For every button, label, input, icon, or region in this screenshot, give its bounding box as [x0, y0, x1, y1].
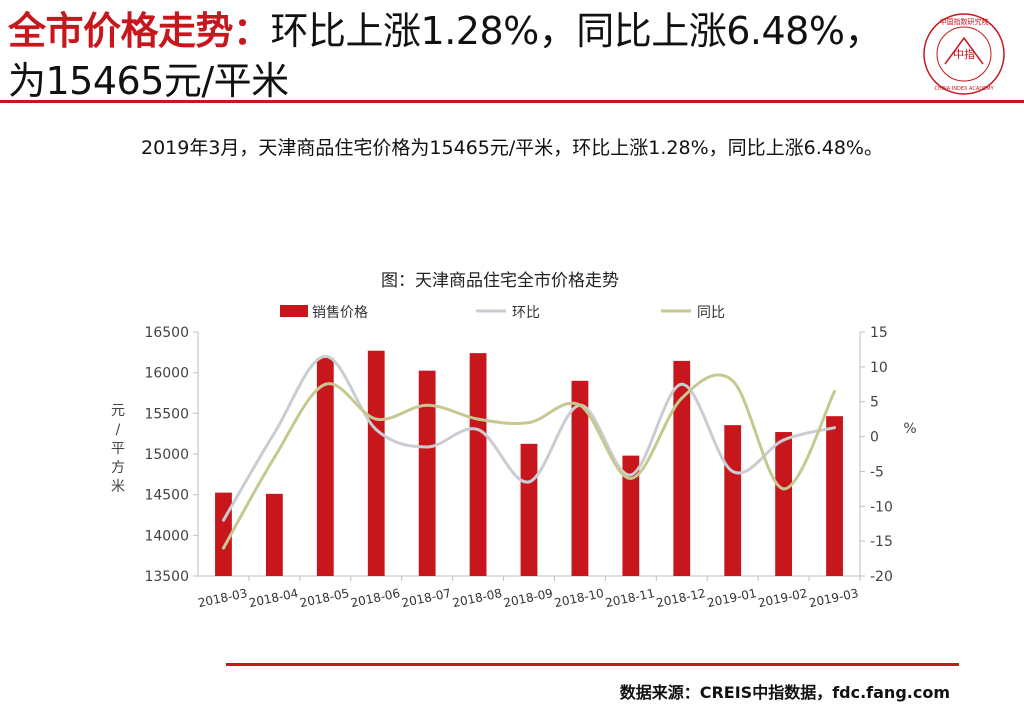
x-tick-label: 2018-05: [298, 586, 350, 610]
title-divider: [0, 100, 1024, 103]
right-tick-label: -20: [870, 569, 893, 585]
mom-point: [527, 480, 531, 484]
price-bar: [418, 370, 436, 576]
footer-divider: [226, 663, 959, 666]
yoy-point: [425, 403, 429, 407]
price-bar: [265, 493, 283, 576]
legend-label: 销售价格: [312, 305, 368, 321]
mom-point: [680, 382, 684, 386]
right-tick-label: -5: [870, 464, 884, 480]
x-tick-label: 2018-08: [451, 586, 503, 610]
x-tick-label: 2018-10: [553, 586, 605, 610]
x-tick-label: 2019-03: [808, 586, 860, 610]
x-tick-label: 2018-07: [400, 586, 452, 610]
x-tick-label: 2018-12: [655, 586, 707, 610]
yoy-point: [323, 382, 327, 386]
yoy-point: [476, 417, 480, 421]
left-tick-label: 13500: [144, 569, 189, 585]
seal-en-text: CHINA INDEX ACADEMY: [934, 86, 994, 92]
yoy-point: [221, 546, 225, 550]
mom-point: [731, 469, 735, 473]
mom-point: [425, 445, 429, 449]
left-tick-label: 15000: [144, 447, 189, 463]
left-tick-label: 14000: [144, 528, 189, 544]
page-title: 全市价格走势：环比上涨1.28%，同比上涨6.48%，为15465元/平米: [8, 6, 888, 106]
yoy-point: [272, 455, 276, 459]
right-tick-label: 5: [870, 395, 879, 411]
yoy-point: [527, 421, 531, 425]
mom-point: [476, 428, 480, 432]
yoy-point: [374, 417, 378, 421]
yoy-point: [680, 396, 684, 400]
price-bar: [469, 353, 487, 576]
mom-point: [782, 438, 786, 442]
price-bar: [673, 360, 691, 576]
left-axis-title-char: 平: [111, 441, 125, 457]
price-bar: [520, 443, 538, 576]
seal-center-text: 中指: [953, 47, 975, 61]
right-tick-label: -15: [870, 534, 893, 550]
price-bar: [724, 425, 742, 576]
x-tick-label: 2018-11: [604, 586, 656, 610]
legend-label: 同比: [697, 305, 725, 321]
mom-line: [222, 354, 835, 521]
yoy-line: [222, 373, 836, 549]
yoy-point: [731, 379, 735, 383]
left-axis-title-char: /: [116, 422, 121, 438]
data-source: 数据来源：CREIS中指数据，fdc.fang.com: [619, 683, 950, 702]
right-tick-label: 0: [870, 430, 879, 446]
legend-label: 环比: [512, 305, 540, 321]
left-tick-label: 16000: [144, 366, 189, 382]
right-tick-label: -10: [870, 499, 893, 515]
china-index-academy-seal-icon: 中指 中国指数研究院 CHINA INDEX ACADEMY: [923, 13, 1005, 95]
price-bar: [367, 350, 385, 576]
price-trend-chart: 图：天津商品住宅全市价格走势 销售价格 环比 同比 13500 14000 14500 1…: [111, 271, 917, 610]
price-bar: [826, 416, 843, 576]
price-bar: [622, 455, 640, 576]
price-bar: [775, 432, 793, 576]
page-title-rest: 环比上涨1.28%，同比上涨6.48%，为15465元/平米: [8, 9, 882, 103]
mom-point: [374, 428, 378, 432]
mom-point: [221, 518, 225, 522]
price-bar: [571, 380, 589, 576]
left-tick-label: 16500: [144, 325, 189, 341]
mom-point: [323, 354, 327, 358]
yoy-point: [833, 389, 837, 393]
left-axis-title-char: 元: [111, 403, 125, 419]
left-tick-label: 15500: [144, 406, 189, 422]
yoy-point: [578, 403, 582, 407]
left-tick-label: 14500: [144, 488, 189, 504]
x-tick-label: 2019-02: [757, 586, 809, 610]
right-tick-label: 15: [870, 325, 888, 341]
seal-cn-text: 中国指数研究院: [940, 17, 989, 26]
summary-text: 2019年3月，天津商品住宅价格为15465元/平米，环比上涨1.28%，同比上…: [140, 137, 883, 159]
x-tick-label: 2018-03: [197, 586, 249, 610]
x-tick-label: 2019-01: [706, 586, 758, 610]
chart-title: 图：天津商品住宅全市价格走势: [381, 271, 619, 291]
bar-series: [215, 350, 843, 576]
yoy-point: [782, 487, 786, 491]
page-title-highlight: 全市价格走势：: [8, 9, 271, 53]
left-axis-title-char: 米: [111, 479, 125, 495]
right-axis-title: %: [903, 421, 916, 437]
yoy-point: [629, 476, 633, 480]
left-axis-title: 元 / 平方米: [111, 403, 125, 495]
x-tick-label: 2018-09: [502, 586, 554, 610]
mom-point: [833, 426, 837, 430]
mom-point: [629, 473, 633, 477]
left-axis-title-char: 方: [111, 460, 125, 476]
x-tick-label: 2018-06: [349, 586, 401, 610]
mom-point: [272, 431, 276, 435]
price-bar: [316, 358, 334, 576]
chart-legend: 销售价格 环比 同比: [280, 305, 725, 321]
legend-bar-swatch: [280, 305, 308, 317]
x-tick-label: 2018-04: [248, 586, 300, 610]
right-tick-label: 10: [870, 360, 888, 376]
line-series: [221, 354, 837, 550]
